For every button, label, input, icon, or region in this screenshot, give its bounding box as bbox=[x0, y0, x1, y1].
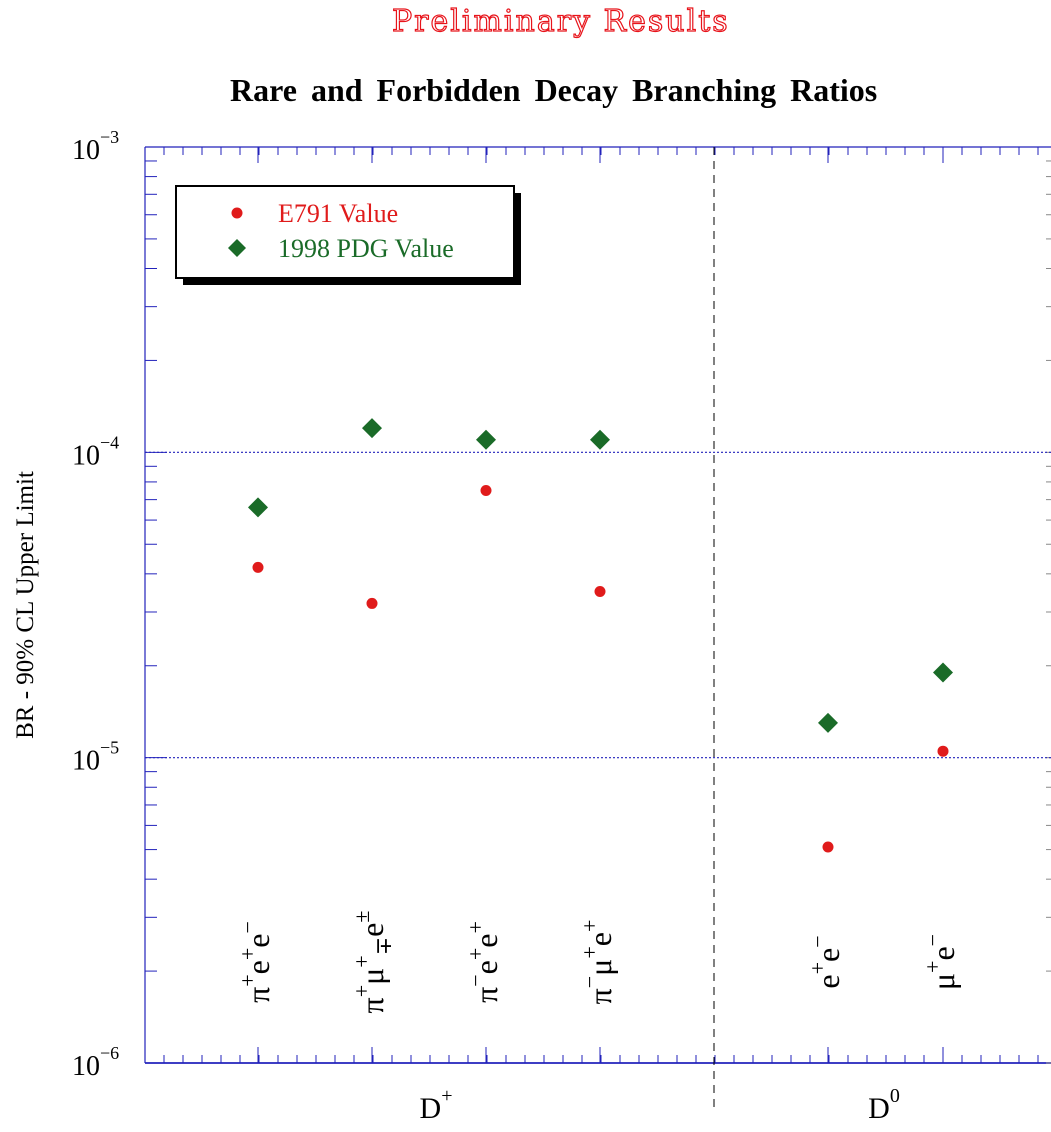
pdg-point bbox=[362, 418, 382, 439]
y-axis-label: BR - 90% CL Upper Limit bbox=[12, 471, 39, 739]
legend-label: E791 Value bbox=[278, 199, 398, 228]
axes-group bbox=[144, 146, 1051, 1064]
y-tick-label: 10−3 bbox=[72, 127, 119, 166]
e791-point bbox=[480, 484, 492, 496]
grid-group bbox=[145, 451, 1051, 759]
pdg-point bbox=[590, 429, 610, 450]
data-points bbox=[248, 418, 953, 853]
e791-point bbox=[252, 561, 264, 573]
e791-point bbox=[594, 586, 606, 598]
category-label: μ+e− bbox=[920, 934, 961, 990]
y-tick-label: 10−4 bbox=[72, 432, 119, 471]
y-tick-labels: 10−6 10−5 10−4 10−3 bbox=[72, 127, 119, 1082]
pdg-point bbox=[818, 712, 838, 733]
legend-marker-pdg bbox=[228, 239, 246, 257]
category-label: π−e+e+ bbox=[463, 921, 504, 1003]
preliminary-banner: Preliminary Results bbox=[391, 3, 730, 39]
e791-point bbox=[937, 745, 949, 757]
y-axis-label-group: BR - 90% CL Upper Limit bbox=[12, 471, 39, 739]
y-tick-label: 10−6 bbox=[72, 1043, 119, 1082]
category-label: e+e− bbox=[805, 935, 846, 988]
e791-point bbox=[366, 597, 378, 609]
category-label: π−μ+e+ bbox=[577, 920, 618, 1005]
group-labels: D+ D0 bbox=[420, 1085, 900, 1125]
legend: E791 Value 1998 PDG Value bbox=[175, 185, 521, 285]
category-label: π+μ+∓e± bbox=[349, 911, 396, 1014]
legend-box bbox=[175, 185, 515, 279]
pdg-point bbox=[933, 662, 953, 683]
group-label: D0 bbox=[868, 1085, 900, 1125]
category-label: π+e+e− bbox=[235, 921, 276, 1003]
legend-label: 1998 PDG Value bbox=[278, 234, 454, 263]
category-labels: π+e+e− π+μ+∓e± π−e+e+ π−μ+e+ e+e− μ+e− bbox=[235, 911, 961, 1014]
chart-title: Rare and Forbidden Decay Branching Ratio… bbox=[230, 72, 878, 108]
legend-marker-e791 bbox=[231, 207, 243, 219]
pdg-point bbox=[476, 429, 496, 450]
pdg-point bbox=[248, 497, 268, 518]
y-tick-label: 10−5 bbox=[72, 738, 119, 777]
group-label: D+ bbox=[420, 1085, 453, 1125]
e791-point bbox=[822, 841, 834, 853]
